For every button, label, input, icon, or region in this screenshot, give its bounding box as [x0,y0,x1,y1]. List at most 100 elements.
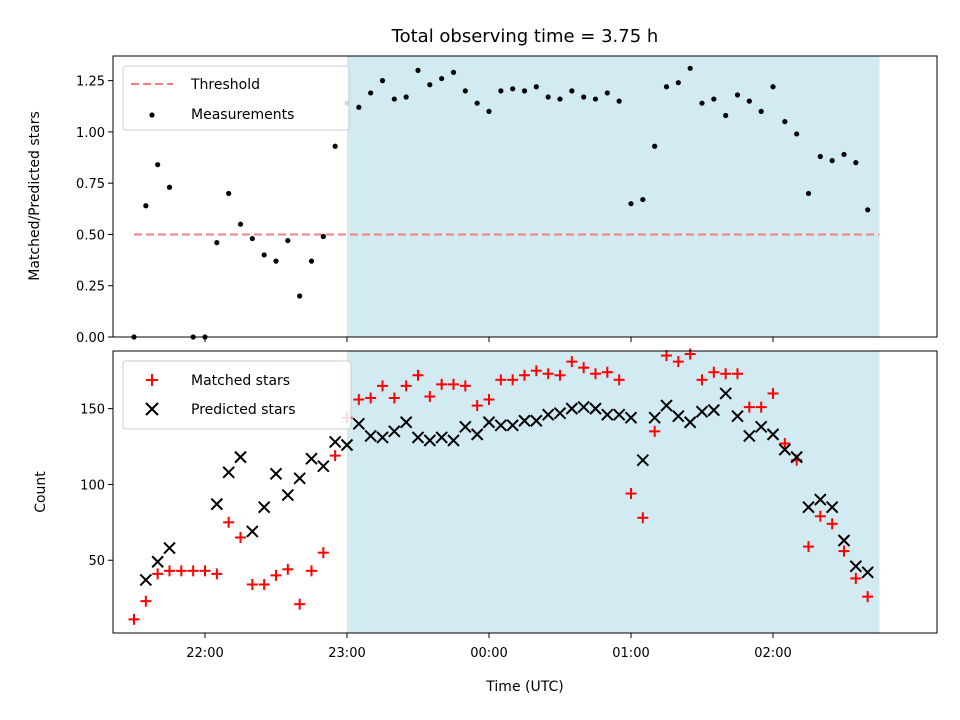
measurement-point [782,119,788,125]
matched-star-point [850,572,862,584]
matched-star-point [507,374,519,386]
measurement-point [675,80,681,86]
predicted-star-point [340,438,354,452]
measurement-point [403,94,409,100]
top-x-ticks [204,337,774,342]
top-axes-frame [112,55,938,338]
predicted-star-point [530,414,543,427]
measurement-point [356,104,362,110]
matched-star-point [317,547,329,559]
measurement-point [332,143,338,149]
matched-star-point [755,401,767,413]
predicted-star-point [553,406,567,420]
measurement-point [699,100,705,106]
predicted-star-point [482,416,496,429]
bottom-x-tick-label: 02:00 [754,646,791,661]
chart-title: Total observing time = 3.75 h [391,26,659,47]
matched-star-point [542,368,554,380]
measurement-point [581,94,587,100]
predicted-star-point [222,466,235,479]
predicted-star-point [352,417,366,430]
bottom-observing-window [347,351,880,633]
measurement-point [427,82,433,88]
matched-star-point [530,365,542,377]
matched-star-point [223,516,235,528]
top-y-tick-label: 0.75 [76,177,105,192]
matched-stars-points [128,348,874,625]
measurement-point [474,100,480,106]
measurement-point [368,90,374,96]
matched-star-point [448,378,459,390]
matched-star-point [814,510,826,522]
predicted-star-point [861,566,874,579]
matched-star-point [152,568,164,580]
predicted-star-point [790,450,803,464]
bottom-x-ticks: 22:00 23:00 00:00 01:00 02:00 [186,633,792,661]
matched-star-point [270,569,282,581]
matched-star-point [720,368,732,380]
matched-star-point [353,394,365,406]
predicted-star-point [601,408,614,421]
matched-star-point [436,378,448,390]
predicted-star-point [459,420,472,434]
bottom-y-axis-label: Count [33,471,49,513]
measurement-point [805,190,812,197]
matched-star-point [377,380,388,392]
predicted-stars-points [139,387,874,587]
predicted-star-point [376,431,389,444]
bottom-legend: Matched stars Predicted stars [122,360,352,430]
predicted-star-point [589,402,602,415]
matched-star-point [246,578,258,590]
predicted-star-point [399,416,413,429]
matched-star-point [306,565,317,577]
predicted-star-point [648,411,661,424]
measurement-point [829,158,835,164]
top-observing-window [347,56,880,337]
matched-star-point [459,380,471,392]
predicted-star-point [660,399,673,412]
predicted-star-point [825,500,839,514]
matched-star-point [862,591,874,603]
measurement-point [486,108,492,114]
measurement-point [214,240,220,246]
bottom-y-tick-label: 150 [80,403,105,418]
predicted-star-point [683,416,697,429]
measurement-point [143,203,149,209]
predicted-star-point [577,400,590,414]
predicted-star-point [281,488,295,502]
predicted-star-point [814,493,827,506]
matched-star-point [412,369,424,381]
bottom-axes-frame [112,350,938,634]
matched-star-point [471,400,483,412]
measurement-point [391,96,397,102]
measurement-point [533,84,539,90]
measurement-point [320,233,326,240]
measurement-point [237,221,244,227]
matched-star-point [767,387,779,399]
top-panel: 0.00 0.25 0.50 0.75 1.00 1.25 Matched/Predict… [27,55,938,346]
measurement-point [498,88,504,94]
top-legend: Threshold Measurements [122,65,350,131]
predicted-star-point [411,431,425,444]
measurement-point [569,88,575,94]
measurement-point [770,84,776,90]
predicted-star-point [731,409,744,423]
x-axis-label: Time (UTC) [485,679,563,695]
predicted-star-point [210,497,224,511]
predicted-star-point [541,408,555,421]
measurement-point [439,75,445,82]
predicted-star-point [246,525,259,538]
matched-star-point [329,450,341,462]
matched-star-point [495,374,507,386]
matched-star-point [684,348,696,360]
measurement-point [817,153,823,160]
predicted-star-point [695,405,709,418]
measurement-point [652,143,658,149]
predicted-star-point [257,500,271,514]
matched-star-point [258,578,270,590]
predicted-star-point [766,428,780,441]
measurement-point [415,67,421,73]
matched-star-point [175,565,187,577]
measurement-point [640,196,646,203]
